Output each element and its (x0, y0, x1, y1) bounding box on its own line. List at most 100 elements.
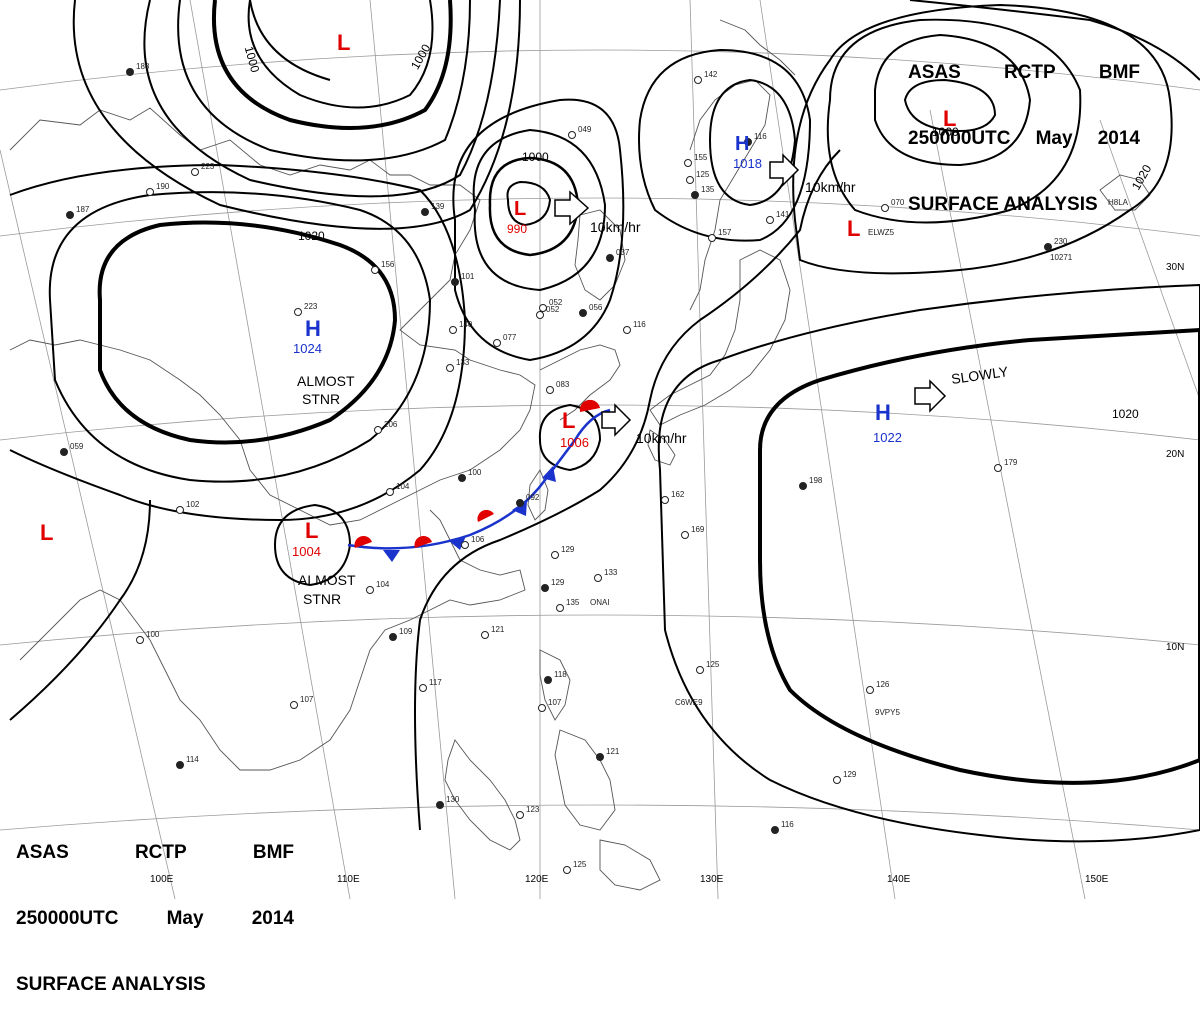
station-pressure: 104 (376, 580, 390, 589)
low-value: 1004 (292, 544, 321, 559)
header-month: May (1035, 128, 1073, 149)
lon-label: 140E (887, 874, 911, 885)
station-pressure: 156 (381, 260, 395, 269)
station-pressure: 101 (461, 272, 475, 281)
pressure-centers: L L 990 H 1018 L L H 1024 L 1006 H 1022 … (40, 30, 956, 559)
station-marker (516, 811, 524, 819)
station-pressure: 102 (186, 500, 200, 509)
station-pressure: 162 (671, 490, 685, 499)
station-pressure: 116 (781, 820, 794, 829)
station-pressure: 223 (304, 302, 318, 311)
header-code: BMF (252, 842, 294, 863)
lat-labels: 30N 20N 10N (1166, 262, 1184, 653)
station-pressure: 206 (384, 420, 398, 429)
station-pressure: 114 (186, 755, 199, 764)
frontal-system (347, 399, 611, 562)
station-pressure: 130 (446, 795, 460, 804)
station-pressure: 135 (566, 598, 580, 607)
station-pressure: 187 (76, 205, 90, 214)
station-id: C6WE9 (675, 698, 703, 707)
station-marker (458, 474, 466, 482)
lon-label: 130E (700, 874, 724, 885)
station-marker (661, 496, 669, 504)
station-pressure: 230 (1054, 237, 1068, 246)
low-symbol: L (943, 106, 956, 131)
station-pressure: 056 (589, 303, 603, 312)
station-pressure: 155 (694, 153, 708, 162)
header-month: May (166, 908, 204, 929)
low-symbol: L (305, 518, 318, 543)
station-marker (290, 701, 298, 709)
lon-labels: 100E 110E 120E 130E 140E 150E (150, 874, 1109, 885)
header-year: 2014 (251, 908, 294, 929)
lon-label: 100E (150, 874, 174, 885)
station-pressure: 223 (201, 162, 215, 171)
station-pressure: 190 (156, 182, 170, 191)
low-value: 990 (507, 222, 527, 236)
station-marker (516, 499, 524, 507)
header-product: ASAS (908, 62, 961, 83)
station-marker (563, 866, 571, 874)
station-pressure: 129 (843, 770, 857, 779)
station-marker (481, 631, 489, 639)
station-pressure: 141 (776, 210, 790, 219)
station-marker (881, 204, 889, 212)
station-pressure: 121 (606, 747, 620, 756)
isobar-label: 1000 (522, 150, 549, 164)
stnr-annotations: ALMOST STNR ALMOST STNR (297, 373, 356, 607)
station-marker (866, 686, 874, 694)
station-pressure: 100 (468, 468, 482, 477)
header-title: SURFACE ANALYSIS (908, 194, 1098, 215)
station-pressure: 133 (604, 568, 618, 577)
lon-label: 110E (337, 874, 360, 885)
station-pressure: 117 (429, 678, 442, 687)
motion-label: 10km/hr (590, 219, 641, 235)
station-pressure: 188 (136, 62, 150, 71)
station-plots: 188 223 190 187 156 223 139 206 104 100 133 140 101 0… (60, 62, 1129, 874)
station-marker (606, 254, 614, 262)
station-marker (799, 482, 807, 490)
station-pressure: 059 (70, 442, 84, 451)
high-value: 1024 (293, 341, 322, 356)
header-line1: ASAS RCTP BMF (908, 62, 1140, 84)
header-title: SURFACE ANALYSIS (16, 974, 206, 995)
low-value: 1006 (560, 435, 589, 450)
high-value: 1022 (873, 430, 902, 445)
station-marker (449, 326, 457, 334)
station-marker (371, 266, 379, 274)
low-symbol: L (40, 520, 53, 545)
isobar-label: 1000 (242, 45, 263, 75)
station-pressure: 118 (554, 670, 567, 679)
annotation-text: STNR (303, 591, 341, 607)
header-time: 250000UTC (16, 908, 119, 929)
station-pressure: 116 (754, 132, 767, 141)
station-pressure: 049 (578, 125, 592, 134)
station-marker (374, 426, 382, 434)
graticule (0, 0, 1200, 899)
station-pressure: 179 (1004, 458, 1018, 467)
station-marker (436, 801, 444, 809)
header-year: 2014 (1097, 128, 1140, 149)
station-marker (136, 636, 144, 644)
header-line2: 250000UTC May 2014 (16, 908, 294, 930)
station-marker (771, 826, 779, 834)
isobar-label: 1020 (1112, 407, 1139, 421)
station-marker (541, 584, 549, 592)
low-symbol: L (562, 408, 575, 433)
station-marker (176, 506, 184, 514)
station-marker (366, 586, 374, 594)
station-pressure: 169 (691, 525, 705, 534)
station-marker (691, 191, 699, 199)
station-marker (556, 604, 564, 612)
station-pressure: 126 (876, 680, 890, 689)
station-pressure: 142 (704, 70, 718, 79)
station-id: 9VPY5 (875, 708, 900, 717)
station-marker (544, 676, 552, 684)
annotation-text: STNR (302, 391, 340, 407)
station-marker (451, 278, 459, 286)
station-pressure: 123 (526, 805, 540, 814)
station-pressure: 107 (548, 698, 562, 707)
low-symbol: L (847, 216, 860, 241)
high-symbol: H (735, 133, 749, 155)
station-pressure: 125 (696, 170, 710, 179)
